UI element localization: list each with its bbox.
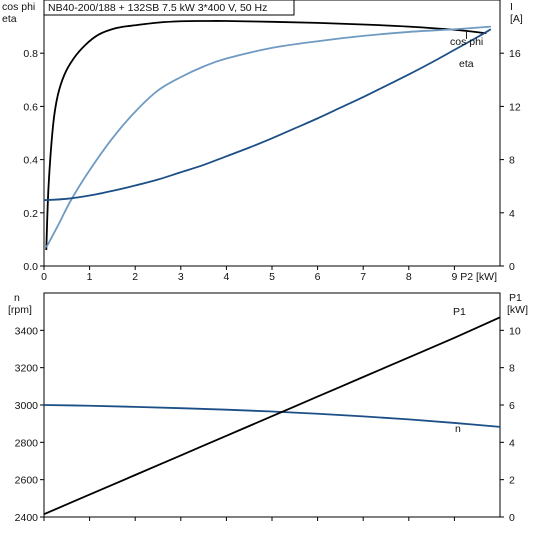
- top-x-tick-label: 1: [87, 271, 93, 283]
- top-y-left-axis-label: cos phi: [2, 1, 35, 13]
- top-y-right-tick-label: 0: [509, 261, 515, 273]
- top-x-tick-label: 9: [451, 271, 457, 283]
- bottom-y-right-axis-label: P1: [509, 292, 522, 304]
- top-x-tick-label: 6: [315, 271, 321, 283]
- bottom-series-n-line: [43, 404, 501, 428]
- top-y-left-tick-label: 0.0: [23, 261, 38, 273]
- top-y-left-axis-label: eta: [2, 13, 17, 25]
- top-y-left-tick-label: 0.4: [23, 155, 38, 167]
- top-y-right-tick-label: 4: [509, 208, 515, 220]
- bottom-y-left-tick-label: 3200: [15, 363, 39, 375]
- bottom-y-right-axis-label: [kW]: [507, 304, 528, 316]
- top-y-right-tick-label: 16: [509, 48, 521, 60]
- bottom-y-left-axis-label: [rpm]: [8, 304, 32, 316]
- bottom-series-p1-line: [43, 316, 501, 516]
- top-x-tick-label: 3: [178, 271, 184, 283]
- top-x-axis-label: P2 [kW]: [460, 271, 497, 283]
- bottom-y-left-tick-label: 2800: [15, 437, 39, 449]
- bottom-y-left-tick-label: 2600: [15, 475, 39, 487]
- top-annotation-i: I: [465, 30, 468, 42]
- bottom-y-right-tick-label: 0: [509, 512, 515, 524]
- bottom-y-left-tick-label: 2400: [15, 512, 39, 524]
- bottom-y-left-tick-label: 3400: [15, 325, 39, 337]
- top-x-tick-label: 0: [41, 271, 47, 283]
- bottom-y-right-tick-label: 10: [509, 325, 521, 337]
- top-y-left-tick-label: 0.8: [23, 48, 38, 60]
- top-annotation-cos-phi: cos phi: [450, 36, 483, 48]
- top-annotation-eta: eta: [459, 58, 474, 70]
- bottom-annotation-n: n: [455, 423, 461, 435]
- chart-title: NB40-200/188 + 132SB 7.5 kW 3*400 V, 50 …: [48, 2, 267, 14]
- top-y-right-axis-label: [A]: [510, 13, 523, 25]
- top-x-tick-label: 5: [269, 271, 275, 283]
- top-series-i-line: [43, 28, 492, 202]
- top-x-tick-label: 4: [223, 271, 229, 283]
- bottom-annotation-p1: P1: [453, 306, 466, 318]
- bottom-y-right-tick-label: 2: [509, 475, 515, 487]
- top-series-cos-phi-line: [45, 25, 491, 248]
- top-y-left-tick-label: 0.2: [23, 208, 38, 220]
- bottom-y-right-tick-label: 8: [509, 363, 515, 375]
- top-y-right-tick-label: 12: [509, 101, 521, 113]
- top-title-box: [43, 0, 295, 16]
- bottom-y-right-tick-label: 6: [509, 400, 515, 412]
- top-y-left-tick-label: 0.6: [23, 101, 38, 113]
- top-series-eta-line: [45, 20, 487, 251]
- top-x-tick-label: 8: [406, 271, 412, 283]
- bottom-y-left-axis-label: n: [14, 292, 20, 304]
- top-y-right-tick-label: 8: [509, 155, 515, 167]
- top-x-tick-label: 2: [132, 271, 138, 283]
- bottom-y-left-tick-label: 3000: [15, 400, 39, 412]
- top-x-tick-label: 7: [360, 271, 366, 283]
- bottom-y-right-tick-label: 4: [509, 437, 515, 449]
- top-y-right-axis-label: I: [510, 1, 513, 13]
